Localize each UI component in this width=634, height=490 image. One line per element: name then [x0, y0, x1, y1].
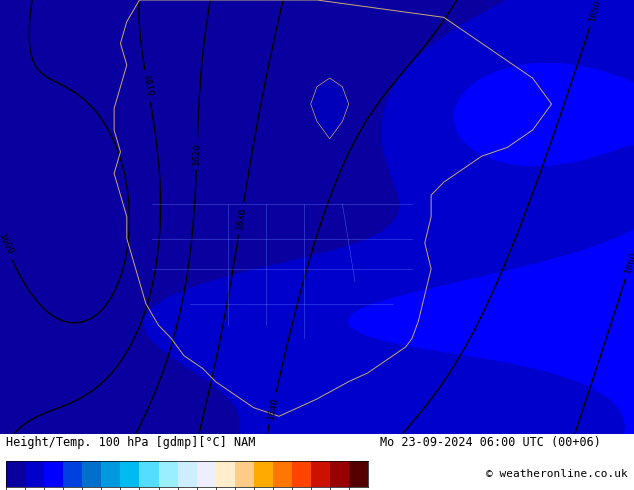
- Bar: [254, 461, 273, 487]
- Bar: [235, 461, 254, 487]
- Text: Mo 23-09-2024 06:00 UTC (00+06): Mo 23-09-2024 06:00 UTC (00+06): [380, 437, 601, 449]
- Text: 1600: 1600: [0, 233, 15, 257]
- Text: 1640: 1640: [266, 396, 280, 420]
- Bar: [216, 461, 235, 487]
- Bar: [197, 461, 216, 487]
- Bar: [120, 461, 139, 487]
- Text: 1630: 1630: [235, 206, 247, 231]
- Bar: [292, 461, 311, 487]
- Text: 1650: 1650: [588, 0, 603, 23]
- Bar: [349, 461, 368, 487]
- Text: 1660: 1660: [623, 250, 634, 274]
- Text: 1620: 1620: [192, 142, 202, 165]
- Bar: [101, 461, 120, 487]
- Bar: [273, 461, 292, 487]
- Text: 1610: 1610: [141, 74, 154, 98]
- Bar: [6, 461, 25, 487]
- Text: Height/Temp. 100 hPa [gdmp][°C] NAM: Height/Temp. 100 hPa [gdmp][°C] NAM: [6, 437, 256, 449]
- Bar: [158, 461, 178, 487]
- Polygon shape: [311, 78, 349, 139]
- Bar: [82, 461, 101, 487]
- Text: © weatheronline.co.uk: © weatheronline.co.uk: [486, 469, 628, 479]
- Bar: [330, 461, 349, 487]
- Bar: [44, 461, 63, 487]
- Bar: [139, 461, 158, 487]
- Bar: [63, 461, 82, 487]
- Bar: [178, 461, 197, 487]
- Bar: [311, 461, 330, 487]
- Bar: [25, 461, 44, 487]
